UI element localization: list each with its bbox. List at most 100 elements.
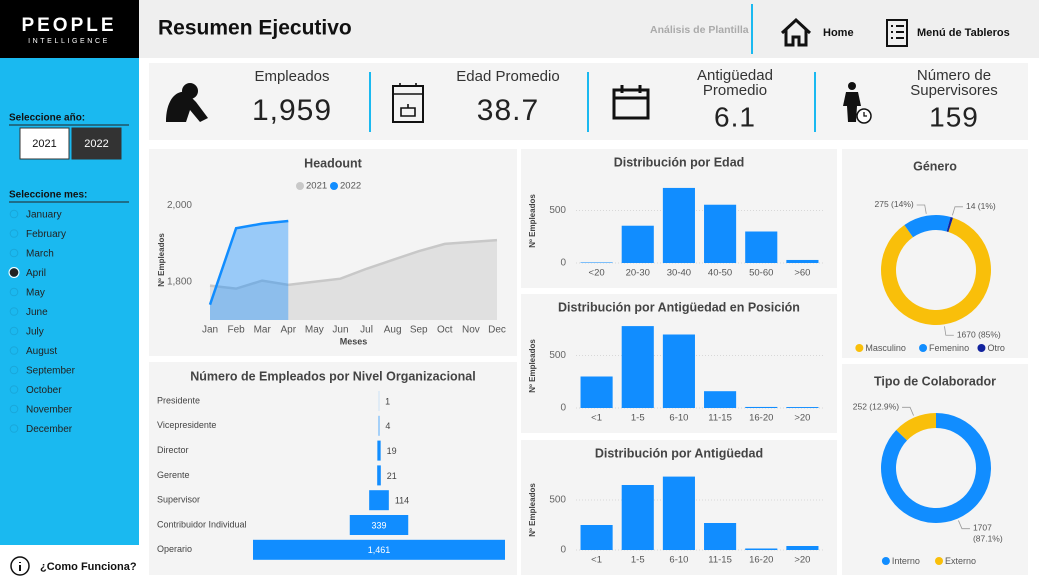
year-button-label[interactable]: 2021 bbox=[32, 138, 56, 150]
chart-card bbox=[842, 364, 1028, 575]
nav-menu[interactable]: Menú de Tableros bbox=[917, 27, 1010, 39]
year-button[interactable] bbox=[71, 127, 122, 160]
x-tick-label: Feb bbox=[227, 325, 245, 336]
header-bar bbox=[139, 0, 1039, 58]
y-tick-label: 0 bbox=[560, 258, 566, 269]
x-tick-label: 50-60 bbox=[749, 268, 773, 279]
line bbox=[208, 219, 289, 306]
month-option[interactable]: May bbox=[26, 288, 45, 299]
bar bbox=[786, 259, 819, 263]
year-button-label[interactable]: 2022 bbox=[84, 138, 108, 150]
month-radio[interactable] bbox=[9, 248, 19, 258]
x-tick-label: 30-40 bbox=[667, 268, 691, 279]
month-radio[interactable] bbox=[9, 365, 19, 375]
x-tick-label: 1-5 bbox=[631, 413, 645, 424]
x-tick-label: Jun bbox=[332, 325, 348, 336]
help-icon[interactable] bbox=[10, 556, 30, 576]
x-tick-label: Oct bbox=[437, 325, 453, 336]
year-button[interactable] bbox=[19, 127, 70, 160]
bar bbox=[704, 204, 737, 263]
month-option[interactable]: October bbox=[26, 385, 62, 396]
month-option[interactable]: April bbox=[26, 268, 46, 279]
x-tick-label: 20-30 bbox=[626, 268, 650, 279]
month-radio[interactable] bbox=[9, 385, 19, 394]
data-label: 14 (1%) bbox=[966, 201, 996, 211]
x-tick-label: 1-5 bbox=[631, 555, 645, 566]
month-option[interactable]: June bbox=[26, 307, 48, 318]
funnel-bar bbox=[378, 415, 380, 436]
x-tick-label: 40-50 bbox=[708, 268, 732, 279]
month-radio[interactable] bbox=[9, 404, 19, 414]
kpi-icon-age bbox=[392, 83, 424, 123]
x-tick-label: 11-15 bbox=[708, 413, 732, 424]
legend-label: Interno bbox=[892, 556, 920, 566]
legend-label: Externo bbox=[945, 556, 976, 566]
month-radio-ring[interactable] bbox=[8, 267, 20, 278]
menu-icon[interactable] bbox=[886, 19, 908, 47]
chart-title: Número de Empleados por Nivel Organizaci… bbox=[190, 369, 476, 383]
x-tick-label: Jul bbox=[360, 325, 373, 336]
menu-icon-lines[interactable] bbox=[891, 25, 904, 39]
kpi-icon-supervisors bbox=[843, 82, 872, 124]
bar bbox=[704, 391, 737, 408]
bar bbox=[580, 525, 613, 550]
bar bbox=[745, 406, 778, 408]
data-label: 1670 (85%) bbox=[957, 330, 1001, 340]
data-label: 252 (12.9%) bbox=[853, 402, 899, 412]
icon-part bbox=[612, 88, 650, 120]
bar bbox=[580, 376, 613, 408]
x-tick-label: 16-20 bbox=[749, 413, 773, 424]
kpi-label: Empleados bbox=[254, 68, 330, 85]
y-tick-label: 2,000 bbox=[167, 200, 192, 211]
data-label: 339 bbox=[371, 520, 386, 530]
chart-title: Tipo de Colaborador bbox=[874, 374, 996, 388]
bar bbox=[621, 326, 654, 408]
x-tick-label: 16-20 bbox=[749, 555, 773, 566]
x-axis-label: Meses bbox=[340, 336, 368, 346]
logo-panel bbox=[0, 0, 139, 58]
month-radio[interactable] bbox=[9, 307, 19, 316]
month-option[interactable]: January bbox=[26, 210, 62, 221]
x-tick-label: Sep bbox=[410, 325, 428, 336]
help-link[interactable]: ¿Como Funciona? bbox=[40, 561, 137, 573]
month-radio[interactable] bbox=[9, 346, 19, 355]
x-tick-label: 11-15 bbox=[708, 555, 732, 566]
kpi-value: 159 bbox=[929, 101, 979, 132]
legend-swatch bbox=[330, 182, 338, 190]
nav-home[interactable]: Home bbox=[823, 27, 854, 39]
month-option[interactable]: December bbox=[26, 424, 73, 435]
data-label: 1 bbox=[385, 396, 390, 406]
legend-label: Masculino bbox=[865, 343, 906, 353]
bar bbox=[786, 407, 819, 408]
menu-icon-shape[interactable] bbox=[886, 19, 908, 47]
bar bbox=[745, 548, 778, 550]
x-tick-label: >20 bbox=[794, 555, 810, 566]
data-label: 275 (14%) bbox=[875, 199, 914, 209]
home-icon[interactable] bbox=[780, 17, 812, 47]
x-tick-label: <20 bbox=[589, 268, 605, 279]
home-icon-shape[interactable] bbox=[780, 17, 812, 47]
legend-label: Otro bbox=[987, 343, 1005, 353]
category-label: Director bbox=[157, 445, 189, 455]
chart-title: Distribución por Edad bbox=[614, 155, 745, 169]
month-option[interactable]: September bbox=[26, 366, 76, 377]
month-radio[interactable] bbox=[9, 326, 19, 336]
month-radio[interactable] bbox=[9, 229, 19, 238]
month-radio[interactable] bbox=[9, 287, 19, 297]
month-option[interactable]: August bbox=[26, 346, 57, 357]
month-option[interactable]: March bbox=[26, 249, 54, 260]
x-tick-label: Mar bbox=[254, 325, 272, 336]
y-axis-label: Nº Empleados bbox=[528, 339, 537, 393]
kpi-value: 6.1 bbox=[714, 101, 756, 132]
month-radio[interactable] bbox=[9, 424, 19, 433]
month-option[interactable]: November bbox=[26, 405, 73, 416]
category-label: Vicepresidente bbox=[157, 420, 216, 430]
month-option[interactable]: July bbox=[26, 327, 44, 338]
month-radio[interactable] bbox=[9, 209, 19, 219]
bar bbox=[580, 262, 613, 263]
month-option[interactable]: February bbox=[26, 229, 66, 240]
month-radio[interactable] bbox=[9, 268, 19, 277]
donut-slice bbox=[904, 215, 951, 238]
y-tick-label: 500 bbox=[549, 205, 566, 216]
